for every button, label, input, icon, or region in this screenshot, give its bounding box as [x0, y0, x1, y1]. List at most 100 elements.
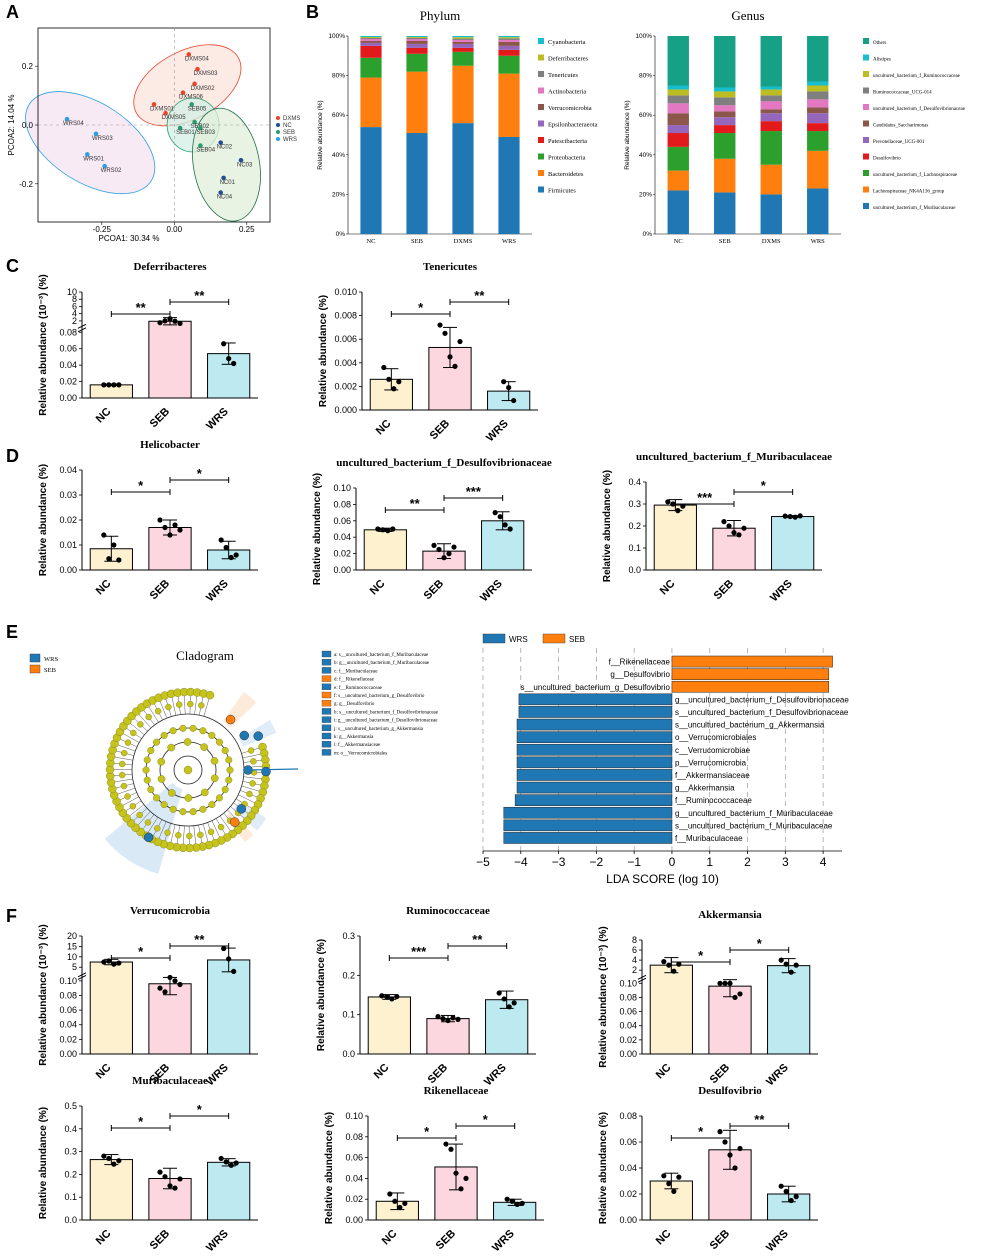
rikenellaceae-category: WRS [490, 1228, 517, 1255]
pcoa-point-label: DXMS06 [179, 95, 204, 101]
nc-ellipse [192, 107, 261, 222]
verrucomicrobia-ytick-label: 5 [72, 962, 77, 972]
cladogram-key-label: j: s__uncultured_bacterium_g_Akkermansia [333, 727, 424, 732]
helicobacter-datapoint [106, 556, 112, 562]
akkermansia-datapoint [717, 980, 723, 986]
phylum-legend-swatch [538, 54, 544, 61]
genus-segment [807, 131, 829, 151]
ruminococcaceae-ytick-label: 0.2 [342, 970, 355, 980]
ruminococcaceae-title: Ruminococcaceae [406, 905, 490, 917]
lda-bar-label: g__Desulfovibrio [610, 670, 670, 679]
lda-bar [671, 668, 830, 680]
genus-segment [714, 105, 736, 112]
genus-segment [807, 113, 829, 124]
cladogram-node [179, 724, 187, 732]
genus-segment [667, 146, 689, 171]
cladogram-ring [173, 755, 203, 785]
verrucomicrobia-datapoint [106, 958, 112, 964]
rikenellaceae-datapoint [519, 1200, 525, 1206]
deferribacteres-datapoint [172, 318, 178, 324]
phylum-segment [360, 57, 382, 78]
phylum-segment [452, 65, 474, 124]
lda-bar-label: s__uncultured_bacterium_f_Muribaculaceae [675, 821, 833, 830]
desulfovibrio-datapoint [788, 1197, 794, 1204]
desulfovibrionaceae-ytick-label: 0.00 [333, 565, 351, 575]
rikenellaceae-sig-label: * [424, 1124, 430, 1139]
genus-segment [760, 86, 782, 90]
genus-segment [714, 192, 736, 234]
phylum-category: DXMS [454, 238, 473, 245]
desulfovibrionaceae-datapoint [451, 544, 457, 550]
deferribacteres-ytick-label: 4 [72, 309, 77, 319]
cladogram-node [189, 808, 197, 816]
rikenellaceae-category: NC [380, 1228, 400, 1248]
lda-bar [514, 794, 673, 806]
lda-legend-label: WRS [509, 635, 528, 644]
genus-segment [807, 150, 829, 189]
pcoa-legend-label: SEB [283, 130, 295, 136]
cladogram-node [197, 831, 204, 839]
desulfovibrio-datapoint [793, 1194, 799, 1200]
desulfovibrio-datapoint [722, 1139, 728, 1145]
tenericutes-datapoint [386, 376, 392, 382]
ruminococcaceae-datapoint [394, 993, 400, 1000]
tenericutes-datapoint [501, 379, 507, 385]
cladogram-node [215, 738, 223, 746]
genus-segment [667, 95, 689, 104]
genus-stacked-bar: Genus 0% 20% 40% 60% 80% 100% Relative abundanc… [624, 8, 966, 245]
muribaculaceae-category: SEB [148, 1228, 173, 1253]
phylum-segment [406, 71, 428, 134]
lda-bar [518, 706, 673, 718]
genus-legend-swatch [863, 137, 869, 143]
genus-segment [760, 36, 782, 87]
phylum-segment [498, 49, 520, 56]
desulfovibrio-bar [649, 1180, 693, 1221]
helicobacter-datapoint [177, 527, 183, 533]
lda-legend-label: SEB [569, 635, 585, 644]
helicobacter-ytick-label: 0.03 [59, 490, 77, 500]
muribaculaceae_unc-ytick-label: 0.3 [628, 499, 641, 509]
deferribacteres-sig-label: ** [136, 300, 147, 315]
muribaculaceae-ylabel: Relative abundance (%) [38, 1107, 49, 1219]
genus-ytick-label: 80% [639, 73, 652, 80]
cladogram-node [250, 758, 257, 765]
lda-xtick-label: −4 [514, 855, 528, 869]
desulfovibrio-datapoint [737, 1145, 743, 1152]
cladogram-node [169, 727, 177, 735]
ruminococcaceae-datapoint [511, 1000, 517, 1006]
cladogram-node [119, 760, 126, 768]
genus-legend-label: uncultured_bacterium_f_Lachnospiraceae [873, 173, 958, 178]
desulfovibrionaceae-datapoint [502, 522, 508, 528]
cladogram-node [210, 757, 219, 765]
deferribacteres-datapoint [226, 355, 232, 362]
cladogram-node [165, 703, 172, 711]
genus-segment [714, 97, 736, 106]
lda-bar [516, 769, 673, 781]
deferribacteres-break-mark [77, 323, 87, 329]
phylum-ytick-label: 40% [332, 152, 345, 159]
phylum-legend-label: Firmicutes [548, 188, 576, 195]
desulfovibrionaceae-datapoint [446, 551, 452, 557]
lda-bar-label: f__Muribaculaceae [675, 834, 743, 843]
genus-ytick-label: 40% [639, 152, 652, 159]
genus-legend-label: Prevotellaceae_UCG-001 [873, 140, 925, 145]
rikenellaceae-datapoint [448, 1146, 454, 1152]
helicobacter-ytick-label: 0.01 [59, 540, 77, 550]
verrucomicrobia-datapoint [157, 985, 163, 991]
cladogram-node [175, 701, 183, 708]
desulfovibrionaceae-title: uncultured_bacterium_f_Desulfovibrionace… [336, 457, 552, 469]
rikenellaceae-datapoint [509, 1198, 515, 1204]
genus-ytick-label: 0% [643, 231, 653, 238]
deferribacteres-datapoint [177, 320, 183, 327]
genus-segment [714, 111, 736, 118]
muribaculaceae_unc-datapoint [731, 530, 737, 536]
pcoa-legend-label: NC [283, 123, 292, 129]
genus-legend-label: Desulfovibrio [873, 157, 901, 162]
verrucomicrobia-ytick-label: 10 [67, 952, 77, 962]
genus-legend-swatch [863, 120, 869, 127]
deferribacteres-category: SEB [148, 406, 173, 431]
helicobacter-chart: Helicobacter 0.00 0.01 0.02 0.03 0.04 Relative… [38, 439, 258, 604]
rikenellaceae-datapoint [387, 1191, 393, 1197]
desulfovibrionaceae-datapoint [390, 526, 396, 532]
rikenellaceae-ylabel: Relative abundance (%) [324, 1112, 335, 1224]
